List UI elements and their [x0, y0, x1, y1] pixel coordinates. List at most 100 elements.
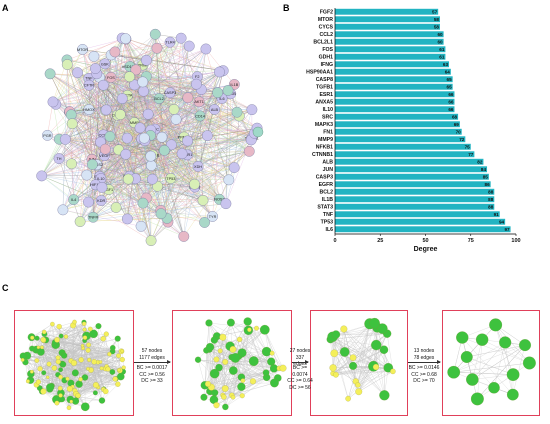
protein-node — [231, 106, 243, 118]
protein-label: TLR4 — [165, 41, 174, 45]
gene-node — [340, 325, 348, 333]
hub-node — [339, 347, 350, 357]
protein-label: HSD11B1 — [122, 65, 139, 69]
gene-node — [75, 393, 81, 399]
protein-node — [134, 122, 146, 134]
bar-egfr — [335, 181, 491, 188]
category-label: IFNG — [321, 62, 333, 68]
protein-label: ALB — [211, 108, 219, 112]
gene-node — [46, 375, 50, 379]
protein-node — [68, 194, 80, 206]
step-1-criteria: 57 nodes 1177 edges — [132, 348, 172, 361]
x-tick-label: 50 — [422, 238, 428, 244]
protein-node — [83, 79, 95, 91]
gene-node — [221, 385, 229, 392]
step-2-cc: CC >= 0.64 — [287, 378, 313, 384]
protein-node — [66, 118, 78, 130]
protein-node — [153, 93, 165, 104]
protein-node — [170, 113, 182, 125]
protein-node — [182, 92, 194, 104]
value-label: 88 — [488, 197, 494, 202]
gene-node — [230, 394, 236, 400]
bar-il6 — [335, 226, 511, 233]
gene-node — [229, 346, 237, 353]
gene-node — [372, 363, 380, 371]
hub-node — [369, 317, 380, 329]
value-label: 88 — [488, 190, 494, 195]
protein-node — [164, 36, 176, 48]
bar-fgf2 — [335, 8, 439, 15]
bar-mapk3 — [335, 121, 460, 128]
gene-node — [330, 349, 339, 358]
hub-node — [215, 363, 223, 372]
gene-node — [217, 348, 223, 354]
category-label: EGFR — [319, 182, 334, 188]
protein-node — [193, 96, 205, 108]
protein-node — [168, 104, 180, 115]
protein-label: KDR — [97, 199, 105, 203]
category-label: GDH1 — [319, 55, 334, 61]
gene-node — [57, 385, 63, 391]
step-3-criteria: 13 nodes 78 edges — [404, 348, 444, 361]
protein-node — [138, 85, 149, 97]
hub-node — [58, 367, 63, 373]
gene-node — [102, 388, 109, 395]
hub-node — [379, 390, 390, 401]
gene-node — [56, 323, 62, 330]
bar-jun — [335, 166, 488, 173]
category-label: ALB — [322, 160, 333, 166]
protein-node — [114, 109, 126, 120]
protein-label: CFTR — [84, 84, 94, 88]
gene-node — [99, 366, 104, 371]
hub-node — [46, 383, 55, 392]
step-3-nodes: 13 nodes — [413, 348, 435, 354]
bar-fos — [335, 46, 446, 53]
hub-node — [41, 370, 47, 376]
hub-node — [110, 344, 116, 351]
protein-node — [95, 195, 107, 206]
protein-node — [189, 178, 200, 190]
protein-node — [121, 213, 133, 225]
protein-node — [175, 32, 187, 44]
gene-node — [85, 347, 91, 353]
gene-node — [349, 354, 357, 361]
hub-node — [59, 361, 67, 368]
protein-node — [246, 104, 258, 116]
value-label: 60 — [437, 32, 443, 37]
gene-node — [54, 400, 60, 406]
panel-a-network: STING1CEBPDHSD11B1TNFRTRIMGSKBCL2IL4MMPF… — [36, 28, 264, 247]
hub-node — [489, 318, 503, 332]
protein-node — [47, 96, 59, 108]
category-label: TGFB1 — [316, 85, 333, 91]
protein-node — [201, 130, 213, 142]
hub-node — [75, 380, 83, 388]
protein-node — [243, 145, 255, 157]
protein-node — [74, 216, 86, 227]
protein-node — [183, 40, 195, 52]
gene-node — [355, 388, 363, 396]
protein-label: PGR — [43, 134, 51, 138]
protein-label: NOS3 — [214, 198, 224, 202]
category-label: ANXA5 — [315, 100, 333, 106]
protein-node — [220, 198, 232, 210]
hub-node — [522, 356, 536, 370]
bar-mmp9 — [335, 136, 466, 143]
hub-node — [200, 393, 208, 401]
bar-stat3 — [335, 203, 495, 210]
x-tick-label: 0 — [333, 238, 336, 244]
hub-node — [331, 330, 341, 339]
gene-node — [247, 327, 252, 332]
hub-node — [499, 336, 512, 349]
protein-label: TRIM — [138, 63, 147, 67]
hub-node — [194, 356, 202, 363]
gene-node — [72, 319, 77, 325]
protein-node — [65, 109, 77, 121]
protein-node — [156, 131, 168, 143]
gene-node — [355, 382, 361, 388]
hub-node — [243, 317, 252, 326]
hub-node — [36, 347, 45, 356]
value-label: 60 — [437, 40, 443, 45]
protein-node — [149, 28, 161, 40]
protein-node — [145, 235, 157, 247]
gene-node — [115, 381, 121, 387]
